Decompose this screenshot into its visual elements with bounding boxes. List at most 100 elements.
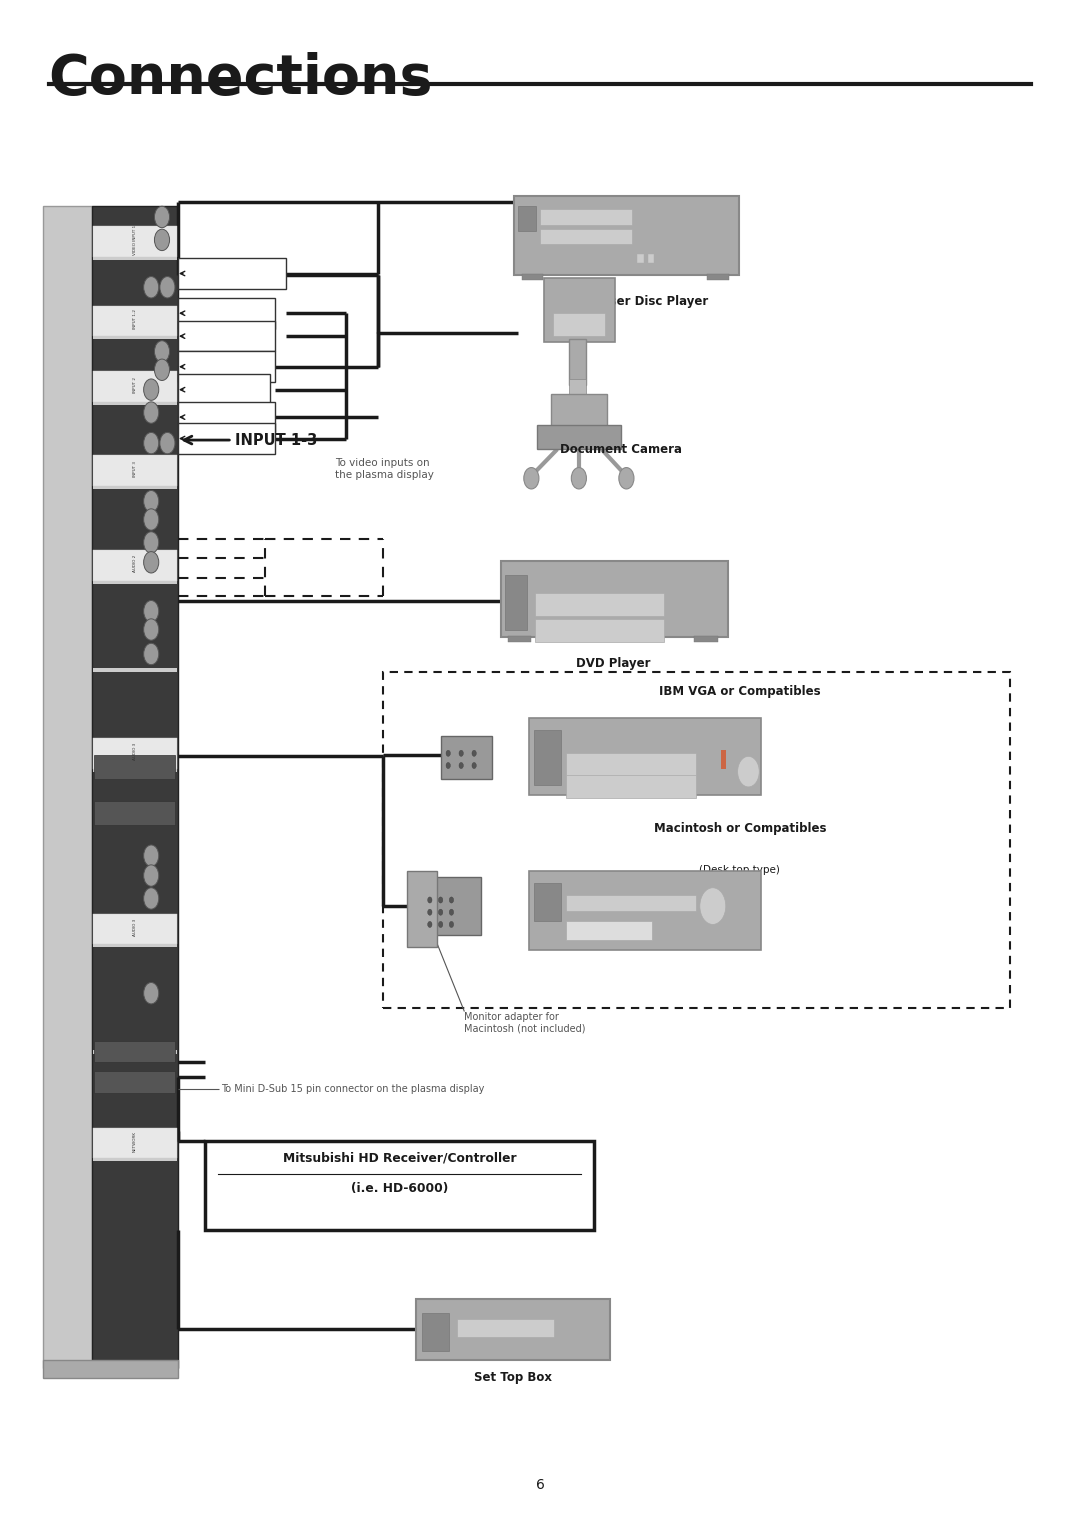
FancyBboxPatch shape: [93, 1128, 177, 1158]
Circle shape: [472, 762, 476, 769]
FancyBboxPatch shape: [535, 593, 664, 616]
Text: (Desk top type): (Desk top type): [700, 865, 780, 876]
FancyBboxPatch shape: [535, 619, 664, 642]
FancyBboxPatch shape: [421, 877, 481, 935]
FancyBboxPatch shape: [178, 374, 270, 405]
FancyBboxPatch shape: [569, 339, 586, 385]
Circle shape: [144, 277, 159, 298]
Circle shape: [428, 921, 432, 927]
Text: Document Camera: Document Camera: [561, 443, 681, 457]
FancyBboxPatch shape: [93, 371, 177, 402]
Circle shape: [446, 750, 450, 756]
Circle shape: [144, 888, 159, 909]
FancyBboxPatch shape: [178, 423, 275, 454]
FancyBboxPatch shape: [569, 379, 586, 397]
FancyBboxPatch shape: [94, 1071, 175, 1093]
FancyBboxPatch shape: [93, 226, 177, 257]
FancyBboxPatch shape: [93, 767, 177, 772]
Circle shape: [144, 601, 159, 622]
Text: Monitor adapter for
Macintosh (not included): Monitor adapter for Macintosh (not inclu…: [464, 1012, 585, 1033]
FancyBboxPatch shape: [501, 561, 728, 637]
FancyBboxPatch shape: [441, 736, 492, 779]
FancyBboxPatch shape: [508, 636, 531, 642]
Circle shape: [154, 229, 170, 251]
Circle shape: [144, 619, 159, 640]
FancyBboxPatch shape: [707, 274, 729, 280]
Circle shape: [619, 468, 634, 489]
FancyBboxPatch shape: [694, 636, 718, 642]
FancyBboxPatch shape: [529, 718, 761, 795]
Text: INPUT 1-2: INPUT 1-2: [133, 309, 137, 330]
FancyBboxPatch shape: [94, 755, 175, 779]
FancyBboxPatch shape: [529, 871, 761, 950]
Circle shape: [438, 921, 443, 927]
Circle shape: [144, 845, 159, 866]
Circle shape: [449, 897, 454, 903]
Circle shape: [449, 921, 454, 927]
FancyBboxPatch shape: [93, 738, 177, 769]
FancyBboxPatch shape: [422, 1313, 449, 1351]
Circle shape: [700, 888, 726, 924]
FancyBboxPatch shape: [537, 425, 621, 449]
Circle shape: [449, 909, 454, 915]
FancyBboxPatch shape: [94, 1041, 175, 1062]
Circle shape: [144, 402, 159, 423]
Circle shape: [144, 509, 159, 530]
FancyBboxPatch shape: [566, 753, 696, 776]
FancyBboxPatch shape: [566, 895, 696, 911]
Circle shape: [154, 341, 170, 362]
FancyBboxPatch shape: [551, 394, 607, 428]
Text: Set Top Box: Set Top Box: [474, 1371, 552, 1384]
FancyBboxPatch shape: [93, 1050, 177, 1054]
Circle shape: [144, 490, 159, 512]
FancyBboxPatch shape: [43, 1360, 178, 1378]
FancyBboxPatch shape: [540, 229, 632, 244]
FancyBboxPatch shape: [93, 455, 177, 486]
Text: AUDIO 3: AUDIO 3: [133, 743, 137, 761]
Text: DVD Player: DVD Player: [577, 657, 650, 671]
Text: VIDEO INPUT 1: VIDEO INPUT 1: [133, 225, 137, 255]
Circle shape: [524, 468, 539, 489]
Text: Mitsubishi HD Receiver/Controller: Mitsubishi HD Receiver/Controller: [283, 1152, 516, 1164]
FancyBboxPatch shape: [94, 801, 175, 825]
Text: IBM VGA or Compatibles: IBM VGA or Compatibles: [659, 685, 821, 698]
Circle shape: [144, 532, 159, 553]
FancyBboxPatch shape: [178, 321, 275, 351]
FancyBboxPatch shape: [205, 1141, 594, 1230]
FancyBboxPatch shape: [505, 575, 527, 630]
FancyBboxPatch shape: [544, 278, 615, 342]
FancyBboxPatch shape: [566, 775, 696, 798]
FancyBboxPatch shape: [457, 1319, 554, 1337]
FancyBboxPatch shape: [540, 209, 632, 225]
Text: Connections: Connections: [49, 52, 433, 105]
Circle shape: [438, 897, 443, 903]
FancyBboxPatch shape: [416, 1299, 610, 1360]
FancyBboxPatch shape: [566, 921, 652, 940]
Circle shape: [459, 762, 463, 769]
FancyBboxPatch shape: [534, 730, 561, 785]
Text: AUDIO 2: AUDIO 2: [133, 555, 137, 573]
Text: INPUT 3: INPUT 3: [133, 461, 137, 477]
Circle shape: [472, 750, 476, 756]
Circle shape: [144, 643, 159, 665]
Circle shape: [144, 552, 159, 573]
Circle shape: [571, 468, 586, 489]
FancyBboxPatch shape: [93, 668, 177, 672]
Circle shape: [160, 277, 175, 298]
Circle shape: [428, 909, 432, 915]
FancyBboxPatch shape: [514, 196, 739, 275]
Text: To Mini D-Sub 15 pin connector on the plasma display: To Mini D-Sub 15 pin connector on the pl…: [221, 1085, 485, 1094]
Text: VCR or Laser Disc Player: VCR or Laser Disc Player: [544, 295, 708, 309]
FancyBboxPatch shape: [93, 255, 177, 260]
Text: AUDIO 3: AUDIO 3: [133, 918, 137, 937]
FancyBboxPatch shape: [522, 274, 543, 280]
Circle shape: [144, 865, 159, 886]
Circle shape: [446, 762, 450, 769]
Circle shape: [438, 909, 443, 915]
FancyBboxPatch shape: [407, 871, 437, 947]
Text: Macintosh or Compatibles: Macintosh or Compatibles: [653, 822, 826, 836]
Text: NETWORK: NETWORK: [133, 1131, 137, 1152]
Circle shape: [154, 359, 170, 380]
FancyBboxPatch shape: [93, 306, 177, 336]
FancyBboxPatch shape: [178, 258, 286, 289]
